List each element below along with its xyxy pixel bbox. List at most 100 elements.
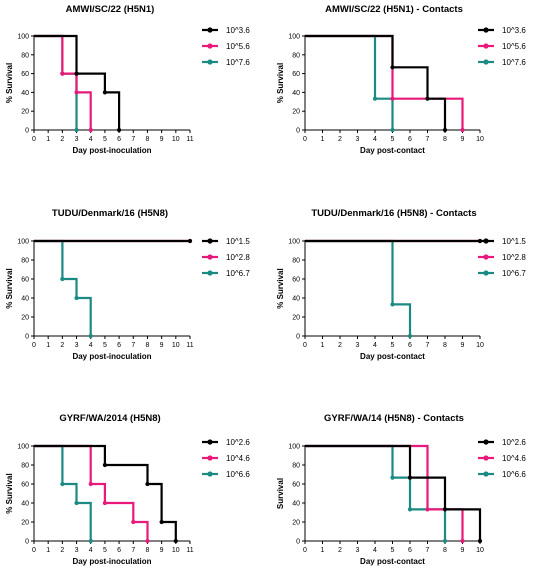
series-line-3: [305, 34, 394, 130]
series-1-point: [442, 507, 448, 512]
legend-entry-3: 10^7.6: [202, 58, 250, 67]
series-line-1: [305, 444, 482, 541]
x-tick-label: 11: [186, 547, 193, 554]
series-1-point: [390, 65, 395, 70]
legend-entry-3: 10^7.6: [478, 58, 526, 67]
x-tick-label: 8: [443, 547, 447, 554]
legend-entry-1: 10^3.6: [202, 26, 250, 35]
series-2-point: [145, 538, 150, 544]
survival-panel-4: TUDU/Denmark/16 (H5N8) - Contacts0204060…: [276, 208, 526, 361]
x-tick-label: 0: [303, 136, 307, 143]
x-tick-label: 1: [321, 342, 325, 349]
series-line-3: [34, 34, 78, 130]
legend-marker: [483, 455, 489, 461]
legend-entry-2: 10^5.6: [478, 42, 526, 51]
legend-marker: [207, 59, 213, 65]
y-tick-label: 0: [25, 128, 29, 135]
x-tick-label: 10: [172, 136, 180, 143]
series-3-point: [372, 96, 378, 101]
y-axis-label: % Survival: [276, 63, 285, 103]
x-tick-label: 9: [160, 547, 164, 554]
series-1-point: [102, 90, 108, 95]
legend-marker: [207, 43, 213, 49]
panel-title: GYRF/WA/2014 (H5N8): [59, 413, 160, 424]
x-axis-label: Day post-inoculation: [72, 146, 151, 155]
x-tick-label: 0: [32, 342, 36, 349]
legend-label: 10^2.6: [502, 438, 526, 447]
legend-label: 10^2.8: [226, 253, 250, 262]
series-2-point: [102, 500, 108, 506]
series-2-point: [88, 481, 93, 487]
legend-label: 10^2.8: [502, 253, 526, 262]
x-tick-label: 2: [60, 547, 64, 554]
legend-label: 10^4.6: [502, 454, 526, 463]
x-tick-label: 5: [103, 547, 107, 554]
y-tick-label: 0: [25, 334, 29, 341]
series-line-3: [305, 239, 412, 336]
series-2-point: [460, 127, 465, 133]
x-tick-label: 1: [46, 547, 50, 554]
legend-entry-1: 10^1.5: [202, 237, 250, 246]
series-1-point: [102, 462, 108, 468]
y-tick-label: 20: [292, 109, 300, 116]
legend-marker: [207, 439, 213, 445]
y-tick-label: 80: [292, 463, 300, 470]
legend-label: 10^6.6: [502, 470, 526, 479]
x-tick-label: 3: [75, 547, 79, 554]
series-3-point: [390, 475, 395, 480]
series-2-point: [131, 519, 136, 525]
x-tick-label: 9: [160, 136, 164, 143]
y-tick-label: 40: [292, 90, 300, 97]
x-tick-label: 10: [172, 342, 180, 349]
x-tick-label: 3: [356, 136, 360, 143]
legend-marker: [483, 254, 489, 260]
x-tick-label: 2: [60, 136, 64, 143]
legend-entry-2: 10^5.6: [202, 42, 250, 51]
x-tick-label: 11: [186, 342, 193, 349]
x-tick-label: 9: [461, 342, 465, 349]
y-tick-label: 20: [292, 520, 300, 527]
series-2-point: [74, 90, 79, 95]
x-tick-label: 2: [60, 342, 64, 349]
y-tick-label: 60: [21, 277, 29, 284]
x-tick-label: 0: [32, 547, 36, 554]
y-tick-label: 100: [288, 239, 300, 246]
x-tick-label: 4: [373, 547, 377, 554]
y-tick-label: 20: [292, 315, 300, 322]
x-tick-label: 7: [131, 342, 135, 349]
x-tick-label: 8: [443, 136, 447, 143]
series-3-point: [442, 538, 448, 544]
legend-marker: [483, 270, 489, 276]
x-tick-label: 10: [476, 342, 484, 349]
y-tick-label: 100: [17, 34, 29, 41]
x-tick-label: 4: [373, 342, 377, 349]
x-tick-label: 9: [461, 136, 465, 143]
series-2-point: [390, 96, 395, 101]
x-tick-label: 11: [186, 136, 193, 143]
series-1-point: [407, 475, 413, 480]
survival-panel-5: GYRF/WA/2014 (H5N8) 0 20 40 60 80 100 0 1 2 3 4 5 6 7 8…: [5, 413, 250, 566]
series-2-point: [88, 127, 93, 133]
y-tick-label: 0: [25, 539, 29, 546]
legend-marker: [207, 238, 213, 244]
x-tick-label: 6: [117, 547, 121, 554]
x-tick-label: 10: [476, 136, 484, 143]
series-1-point: [442, 127, 448, 133]
series-line-3: [305, 444, 447, 541]
series-3-point: [390, 127, 395, 133]
x-tick-label: 9: [461, 547, 465, 554]
y-tick-label: 60: [21, 482, 29, 489]
x-tick-label: 7: [426, 547, 430, 554]
x-tick-label: 6: [408, 136, 412, 143]
legend-label: 10^4.6: [226, 454, 250, 463]
y-tick-label: 60: [292, 277, 300, 284]
legend-entry-2: 10^4.6: [202, 454, 250, 463]
y-axis-label: % Survival: [5, 473, 14, 513]
legend-marker: [483, 43, 489, 49]
x-tick-label: 4: [89, 136, 93, 143]
y-tick-label: 60: [292, 71, 300, 78]
x-axis-label: Day post-contact: [360, 352, 425, 361]
series-3-point: [74, 295, 79, 301]
x-axis-label: Day post-inoculation: [72, 557, 151, 566]
